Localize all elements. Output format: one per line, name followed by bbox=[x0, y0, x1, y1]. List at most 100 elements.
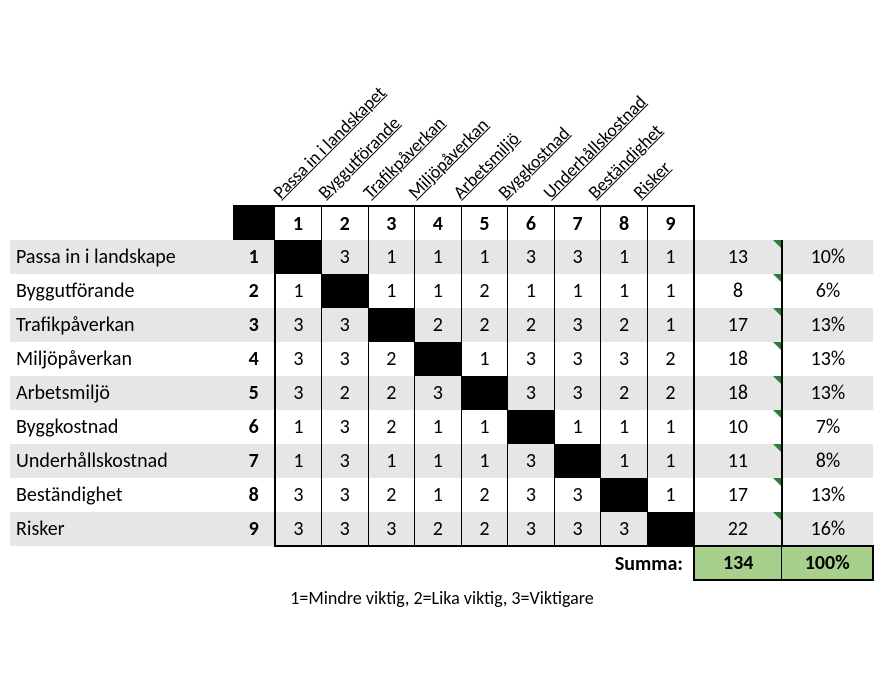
row-pct-8: 13% bbox=[782, 478, 873, 512]
cell-7-4: 1 bbox=[415, 444, 462, 478]
cell-4-3: 2 bbox=[368, 342, 415, 376]
row-label-3: Trafikpåverkan bbox=[10, 308, 234, 342]
cell-4-1: 3 bbox=[275, 342, 322, 376]
cell-4-7: 3 bbox=[554, 342, 601, 376]
row-num-3: 3 bbox=[234, 308, 275, 342]
cell-9-2: 3 bbox=[321, 512, 368, 546]
row-pct-3: 13% bbox=[782, 308, 873, 342]
cell-1-3: 1 bbox=[368, 240, 415, 274]
cell-8-4: 1 bbox=[415, 478, 462, 512]
cell-5-1: 3 bbox=[275, 376, 322, 410]
diagonal-header: Passa in i landskapetByggutförandeTrafik… bbox=[10, 10, 874, 205]
cell-9-4: 2 bbox=[415, 512, 462, 546]
row-num-9: 9 bbox=[234, 512, 275, 546]
summa-percent: 100% bbox=[782, 546, 873, 580]
row-num-4: 4 bbox=[234, 342, 275, 376]
cell-8-7: 3 bbox=[554, 478, 601, 512]
row-pct-5: 13% bbox=[782, 376, 873, 410]
cell-6-5: 1 bbox=[461, 410, 508, 444]
cell-9-5: 2 bbox=[461, 512, 508, 546]
cell-4-6: 3 bbox=[508, 342, 555, 376]
cell-7-2: 3 bbox=[321, 444, 368, 478]
col-num-9: 9 bbox=[647, 206, 694, 240]
row-num-6: 6 bbox=[234, 410, 275, 444]
cell-6-3: 2 bbox=[368, 410, 415, 444]
col-num-1: 1 bbox=[275, 206, 322, 240]
cell-2-6: 1 bbox=[508, 274, 555, 308]
comparison-matrix: Passa in i landskapetByggutförandeTrafik… bbox=[10, 10, 874, 609]
row-label-5: Arbetsmiljö bbox=[10, 376, 234, 410]
cell-6-4: 1 bbox=[415, 410, 462, 444]
cell-9-8: 3 bbox=[601, 512, 648, 546]
cell-9-3: 3 bbox=[368, 512, 415, 546]
cell-4-5: 1 bbox=[461, 342, 508, 376]
cell-2-3: 1 bbox=[368, 274, 415, 308]
row-sum-9: 22 bbox=[694, 512, 782, 546]
cell-8-9: 1 bbox=[647, 478, 694, 512]
cell-1-5: 1 bbox=[461, 240, 508, 274]
cell-3-2: 3 bbox=[321, 308, 368, 342]
corner-black bbox=[234, 206, 275, 240]
row-sum-5: 18 bbox=[694, 376, 782, 410]
cell-2-5: 2 bbox=[461, 274, 508, 308]
cell-1-7: 3 bbox=[554, 240, 601, 274]
cell-3-6: 2 bbox=[508, 308, 555, 342]
diag-cell-9 bbox=[647, 512, 694, 546]
cell-6-1: 1 bbox=[275, 410, 322, 444]
cell-3-5: 2 bbox=[461, 308, 508, 342]
row-num-7: 7 bbox=[234, 444, 275, 478]
cell-6-2: 3 bbox=[321, 410, 368, 444]
cell-2-9: 1 bbox=[647, 274, 694, 308]
cell-2-1: 1 bbox=[275, 274, 322, 308]
cell-6-8: 1 bbox=[601, 410, 648, 444]
row-label-7: Underhållskostnad bbox=[10, 444, 234, 478]
cell-1-9: 1 bbox=[647, 240, 694, 274]
cell-9-1: 3 bbox=[275, 512, 322, 546]
cell-2-8: 1 bbox=[601, 274, 648, 308]
cell-7-9: 1 bbox=[647, 444, 694, 478]
cell-3-1: 3 bbox=[275, 308, 322, 342]
cell-8-6: 3 bbox=[508, 478, 555, 512]
row-num-5: 5 bbox=[234, 376, 275, 410]
cell-3-8: 2 bbox=[601, 308, 648, 342]
cell-9-6: 3 bbox=[508, 512, 555, 546]
cell-5-8: 2 bbox=[601, 376, 648, 410]
diag-cell-5 bbox=[461, 376, 508, 410]
blank bbox=[10, 206, 234, 240]
cell-2-7: 1 bbox=[554, 274, 601, 308]
row-sum-7: 11 bbox=[694, 444, 782, 478]
cell-3-7: 3 bbox=[554, 308, 601, 342]
col-num-5: 5 bbox=[461, 206, 508, 240]
cell-6-7: 1 bbox=[554, 410, 601, 444]
diag-cell-6 bbox=[508, 410, 555, 444]
cell-4-8: 3 bbox=[601, 342, 648, 376]
cell-7-3: 1 bbox=[368, 444, 415, 478]
cell-1-8: 1 bbox=[601, 240, 648, 274]
row-sum-8: 17 bbox=[694, 478, 782, 512]
summa-label: Summa: bbox=[10, 546, 694, 580]
cell-7-1: 1 bbox=[275, 444, 322, 478]
cell-5-4: 3 bbox=[415, 376, 462, 410]
row-num-1: 1 bbox=[234, 240, 275, 274]
row-sum-1: 13 bbox=[694, 240, 782, 274]
cell-4-9: 2 bbox=[647, 342, 694, 376]
cell-3-4: 2 bbox=[415, 308, 462, 342]
cell-7-6: 3 bbox=[508, 444, 555, 478]
col-num-6: 6 bbox=[508, 206, 555, 240]
col-num-3: 3 bbox=[368, 206, 415, 240]
row-label-2: Byggutförande bbox=[10, 274, 234, 308]
row-sum-6: 10 bbox=[694, 410, 782, 444]
row-label-9: Risker bbox=[10, 512, 234, 546]
col-num-4: 4 bbox=[415, 206, 462, 240]
diag-cell-4 bbox=[415, 342, 462, 376]
row-sum-2: 8 bbox=[694, 274, 782, 308]
cell-1-2: 3 bbox=[321, 240, 368, 274]
summa-total: 134 bbox=[694, 546, 782, 580]
cell-2-4: 1 bbox=[415, 274, 462, 308]
diag-cell-1 bbox=[275, 240, 322, 274]
cell-8-3: 2 bbox=[368, 478, 415, 512]
row-pct-4: 13% bbox=[782, 342, 873, 376]
col-num-8: 8 bbox=[601, 206, 648, 240]
cell-5-2: 2 bbox=[321, 376, 368, 410]
cell-5-7: 3 bbox=[554, 376, 601, 410]
